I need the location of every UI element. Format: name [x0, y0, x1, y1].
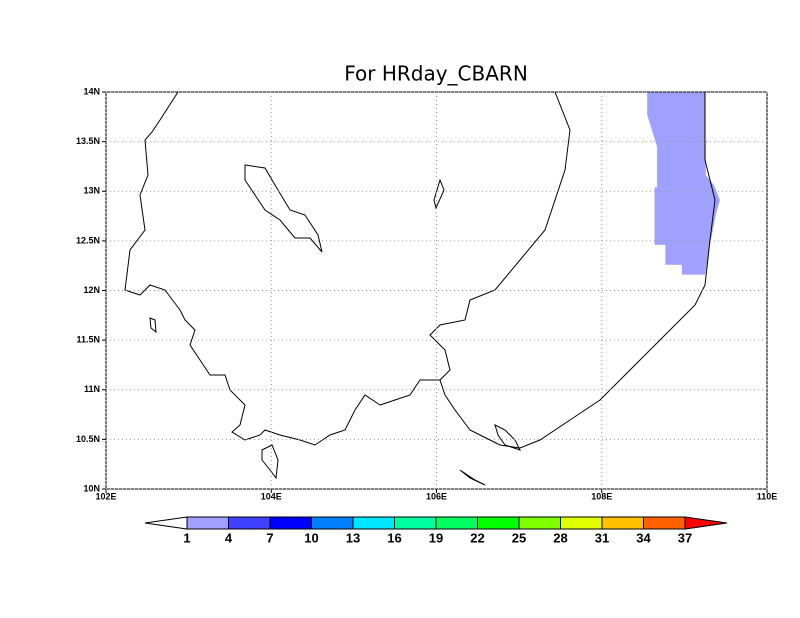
y-tick-label: 12.5N — [76, 235, 100, 245]
colorbar-label: 13 — [346, 530, 360, 545]
colorbar-segment — [394, 516, 437, 530]
colorbar-segment — [477, 516, 520, 530]
colorbar-label: 16 — [387, 530, 401, 545]
colorbar-segment — [435, 516, 478, 530]
colorbar-label: 34 — [636, 530, 651, 545]
colorbar-segment — [311, 516, 354, 530]
colorbar-label: 25 — [512, 530, 526, 545]
lake-outline — [244, 164, 323, 253]
shading-layer — [647, 92, 720, 275]
y-tick-label: 10.5N — [76, 434, 100, 444]
y-tick-label: 13N — [83, 186, 100, 196]
shaded-area — [647, 92, 720, 275]
colorbar-segment — [518, 516, 561, 530]
y-tick-label: 13.5N — [76, 136, 100, 146]
colorbar-arrow — [684, 516, 728, 530]
x-tick-label: 104E — [261, 491, 282, 501]
y-tick-label: 12N — [83, 285, 100, 295]
colorbar-label: 19 — [429, 530, 443, 545]
delta — [459, 424, 521, 486]
colorbar-label: 31 — [595, 530, 609, 545]
colorbar-segment — [352, 516, 395, 530]
colorbar-segment — [186, 516, 229, 530]
map-title: For HRday_CBARN — [344, 62, 528, 86]
island — [261, 444, 279, 480]
colorbar-label: 28 — [553, 530, 567, 545]
y-tick-label: 11.5N — [76, 335, 100, 345]
colorbar-segment — [643, 516, 686, 530]
x-tick-label: 106E — [426, 491, 447, 501]
coastlines — [124, 91, 716, 486]
x-tick-label: 108E — [591, 491, 612, 501]
y-tick-label: 14N — [83, 86, 100, 96]
colorbar-label: 22 — [470, 530, 484, 545]
colorbar-label: 7 — [266, 530, 273, 545]
island — [433, 178, 445, 210]
y-tick-label: 11N — [84, 384, 100, 394]
colorbar-label: 1 — [183, 530, 190, 545]
border-line — [429, 91, 571, 381]
y-tick-label: 10N — [83, 483, 100, 493]
colorbar-segment — [269, 516, 312, 530]
island — [149, 317, 157, 334]
colorbar-segment — [560, 516, 603, 530]
coastline — [124, 91, 716, 449]
x-tick-label: 102E — [95, 491, 116, 501]
colorbar-arrow — [144, 516, 188, 530]
colorbar-segment — [601, 516, 644, 530]
x-tick-label: 110E — [757, 491, 778, 501]
colorbar-label: 4 — [225, 530, 233, 545]
colorbar-label: 10 — [304, 530, 318, 545]
colorbar-label: 37 — [678, 530, 692, 545]
colorbar-segment — [228, 516, 271, 530]
